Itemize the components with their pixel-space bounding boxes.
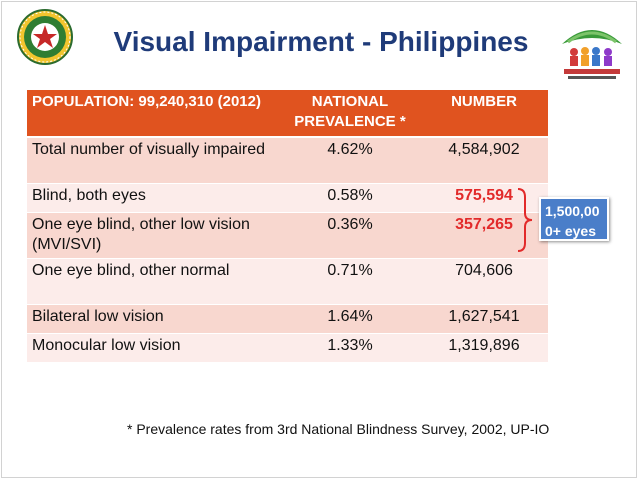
table-row: Blind, both eyes 0.58% 575,594 — [27, 183, 548, 213]
row-label: Bilateral low vision — [27, 304, 280, 334]
slide-title: Visual Impairment - Philippines — [113, 26, 529, 57]
table-row: Bilateral low vision 1.64% 1,627,541 — [27, 304, 548, 334]
visual-impairment-table: POPULATION: 99,240,310 (2012) NATIONAL P… — [27, 90, 548, 363]
row-label: Monocular low vision — [27, 333, 280, 363]
row-label: One eye blind, other normal — [27, 258, 280, 305]
row-prevalence: 1.64% — [280, 304, 420, 334]
table-row: Total number of visually impaired 4.62% … — [27, 137, 548, 184]
header-national-prevalence: NATIONAL PREVALENCE * — [280, 90, 420, 138]
row-label: Blind, both eyes — [27, 183, 280, 213]
table-header-row: POPULATION: 99,240,310 (2012) NATIONAL P… — [27, 90, 548, 138]
table-row: One eye blind, other normal 0.71% 704,60… — [27, 258, 548, 305]
row-label: One eye blind, other low vision (MVI/SVI… — [27, 212, 280, 259]
row-number-highlight: 575,594 — [420, 183, 548, 213]
row-number-highlight: 357,265 — [420, 212, 548, 259]
total-eyes-callout: 1,500,00 0+ eyes — [539, 197, 609, 241]
header-number: NUMBER — [420, 90, 548, 138]
row-prevalence: 0.71% — [280, 258, 420, 305]
row-prevalence: 0.58% — [280, 183, 420, 213]
brace-connector — [517, 188, 533, 252]
row-number: 4,584,902 — [420, 137, 548, 184]
doh-seal-logo — [17, 9, 73, 65]
footnote: * Prevalence rates from 3rd National Bli… — [127, 421, 550, 437]
row-number: 704,606 — [420, 258, 548, 305]
row-prevalence: 0.36% — [280, 212, 420, 259]
kalusugan-pangkalahatan-logo — [562, 30, 622, 79]
header-population: POPULATION: 99,240,310 (2012) — [27, 90, 280, 138]
row-number: 1,627,541 — [420, 304, 548, 334]
table-row: Monocular low vision 1.33% 1,319,896 — [27, 333, 548, 363]
table-row: One eye blind, other low vision (MVI/SVI… — [27, 212, 548, 259]
row-number: 1,319,896 — [420, 333, 548, 363]
row-label: Total number of visually impaired — [27, 137, 280, 184]
row-prevalence: 4.62% — [280, 137, 420, 184]
row-prevalence: 1.33% — [280, 333, 420, 363]
